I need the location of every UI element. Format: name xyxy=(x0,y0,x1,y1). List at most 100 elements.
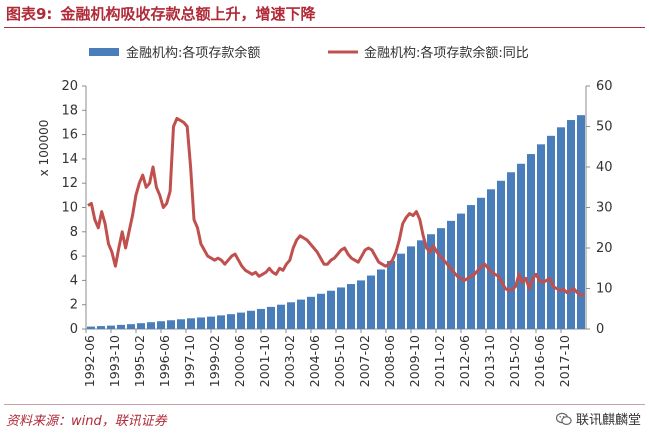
left-tick-label: 18 xyxy=(61,103,78,118)
tick-labels: 0 2 4 6 8 10 12 14 16 18 20 0 10 20 30 40 50 60 1992-06 199… xyxy=(61,79,612,387)
bar xyxy=(267,306,275,329)
right-tick-label: 10 xyxy=(596,282,613,297)
bar xyxy=(577,115,585,329)
x-tick-label: 1992-06 xyxy=(82,335,97,387)
x-tick-label: 1996-06 xyxy=(157,335,172,387)
bar xyxy=(427,234,435,329)
x-tick-label: 2012-06 xyxy=(457,335,472,387)
x-tick-label: 2017-10 xyxy=(557,335,572,387)
bar xyxy=(337,287,345,329)
left-tick-label: 0 xyxy=(70,322,78,337)
bar xyxy=(137,323,145,329)
bar xyxy=(227,314,235,329)
figure-label: 图表9: xyxy=(6,5,53,23)
bar xyxy=(217,315,225,329)
right-tick-label: 60 xyxy=(596,79,613,94)
bar xyxy=(97,326,105,329)
x-tick-label: 2000-06 xyxy=(232,335,247,387)
bar xyxy=(497,180,505,329)
legend-bar-swatch xyxy=(89,48,119,56)
legend-bar-label: 金融机构:各项存款余额 xyxy=(126,45,260,61)
bar xyxy=(127,324,135,329)
right-tick-label: 50 xyxy=(596,120,613,135)
left-tick-label: 2 xyxy=(70,298,78,313)
bar xyxy=(387,260,395,329)
yoy-growth-line xyxy=(87,116,585,298)
bar xyxy=(257,308,265,329)
bar xyxy=(527,154,535,329)
bar xyxy=(537,144,545,329)
legend-line-label: 金融机构:各项存款余额:同比 xyxy=(364,45,529,61)
line-series xyxy=(87,116,585,298)
bar xyxy=(557,127,565,329)
x-tick-label: 2008-06 xyxy=(382,335,397,387)
bar xyxy=(487,189,495,329)
left-tick-label: 6 xyxy=(70,249,78,264)
bar xyxy=(207,316,215,329)
title-rule xyxy=(4,27,645,28)
bar xyxy=(117,324,125,329)
bar xyxy=(287,302,295,329)
bar xyxy=(437,228,445,329)
bar xyxy=(457,213,465,329)
bar xyxy=(567,120,575,330)
bar xyxy=(467,205,475,329)
x-tick-label: 2003-02 xyxy=(282,335,297,387)
bar xyxy=(447,220,455,329)
bar xyxy=(507,172,515,329)
left-tick-label: 20 xyxy=(61,79,78,94)
x-tick-label: 2005-10 xyxy=(332,335,347,387)
legend: 金融机构:各项存款余额 金融机构:各项存款余额:同比 xyxy=(89,45,529,61)
bar xyxy=(417,240,425,329)
bar xyxy=(367,275,375,329)
x-tick-label: 2016-06 xyxy=(532,335,547,387)
right-tick-label: 0 xyxy=(596,322,604,337)
page-title: 图表9: 金融机构吸收存款总额上升，增速下降 xyxy=(6,3,315,24)
bar xyxy=(147,322,155,329)
y-axis-multiplier-label: x 100000 xyxy=(37,120,51,177)
x-tick-label: 2001-10 xyxy=(257,335,272,387)
bar xyxy=(107,325,115,329)
left-tick-label: 10 xyxy=(61,201,78,216)
x-tick-label: 2015-02 xyxy=(507,335,522,387)
footer-rule xyxy=(4,404,645,405)
bar xyxy=(477,197,485,329)
bar xyxy=(247,310,255,329)
bar xyxy=(157,321,165,329)
left-tick-label: 14 xyxy=(61,152,78,167)
x-tick-label: 1995-02 xyxy=(132,335,147,387)
source-note: 资料来源：wind，联讯证券 xyxy=(6,414,167,429)
bar xyxy=(87,326,95,329)
left-tick-label: 16 xyxy=(61,128,78,143)
right-tick-label: 30 xyxy=(596,201,613,216)
x-tick-label: 1993-10 xyxy=(107,335,122,387)
bar xyxy=(397,253,405,329)
x-tick-label: 1997-10 xyxy=(182,335,197,387)
bar xyxy=(197,317,205,329)
x-tick-label: 2009-10 xyxy=(407,335,422,387)
bar xyxy=(167,320,175,329)
x-tick-label: 2004-06 xyxy=(307,335,322,387)
bar xyxy=(547,135,555,329)
bar xyxy=(517,163,525,329)
bar xyxy=(357,280,365,329)
bar xyxy=(317,293,325,329)
x-tick-label: 2011-02 xyxy=(432,335,447,387)
figure-title: 金融机构吸收存款总额上升，增速下降 xyxy=(60,5,316,23)
bar xyxy=(177,319,185,329)
x-tick-label: 1999-02 xyxy=(207,335,222,387)
left-tick-label: 12 xyxy=(61,176,78,191)
right-tick-label: 20 xyxy=(596,241,613,256)
wechat-label: 联讯麒麟堂 xyxy=(575,413,641,428)
bar xyxy=(407,246,415,329)
bar xyxy=(237,312,245,329)
bar xyxy=(297,299,305,329)
bar-series xyxy=(87,115,585,330)
bar xyxy=(347,284,355,329)
bar xyxy=(377,269,385,329)
chart: 金融机构:各项存款余额 金融机构:各项存款余额:同比 x 100000 0 2 4 6… xyxy=(37,45,613,387)
x-tick-label: 2013-10 xyxy=(482,335,497,387)
x-tick-label: 2007-02 xyxy=(357,335,372,387)
wechat-account: 联讯麒麟堂 xyxy=(555,409,641,428)
bar xyxy=(187,318,195,329)
